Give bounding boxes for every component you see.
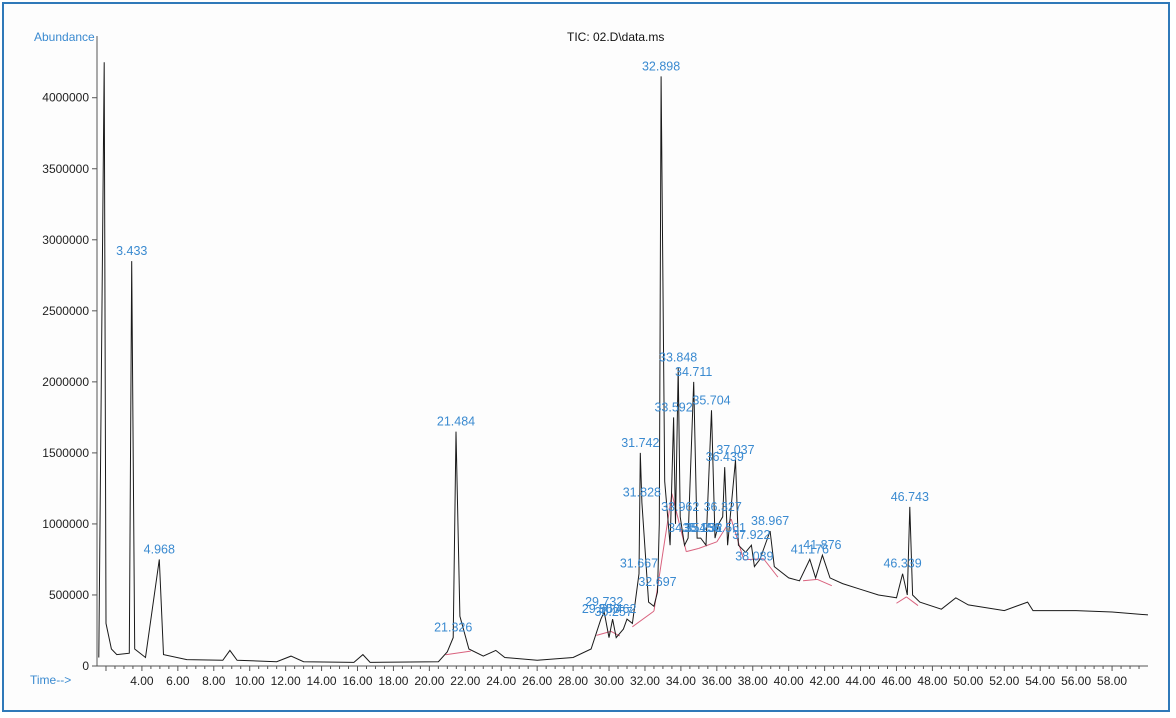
baseline-segment	[716, 518, 732, 543]
peak-label: 31.667	[620, 557, 658, 571]
peak-label: 30.462	[598, 602, 636, 616]
peak-label: 33.592	[654, 400, 692, 414]
x-tick-label: 22.00	[450, 674, 480, 688]
y-tick-label: 500000	[49, 588, 89, 602]
peak-label: 3.433	[116, 244, 147, 258]
peak-label: 21.326	[434, 621, 472, 635]
baseline-segment	[730, 518, 745, 560]
x-tick-label: 44.00	[846, 674, 876, 688]
x-tick-label: 16.00	[342, 674, 372, 688]
baseline-integration-lines	[445, 493, 919, 656]
y-axis-ticks: 0 500000 1000000 1500000 2000000 2500000 30000…	[42, 91, 97, 673]
baseline-segment	[445, 650, 471, 656]
peak-label: 32.697	[638, 575, 676, 589]
x-tick-label: 54.00	[1025, 674, 1055, 688]
peak-label: 41.876	[803, 538, 841, 552]
y-tick-label: 0	[82, 659, 89, 673]
peak-label: 21.484	[437, 415, 475, 429]
peak-label: 36.561	[708, 521, 746, 535]
peak-label: 31.742	[621, 436, 659, 450]
y-tick-label: 4000000	[42, 91, 89, 105]
peak-label: 35.156	[683, 521, 721, 535]
x-tick-label: 40.00	[774, 674, 804, 688]
baseline-segment	[653, 493, 673, 612]
x-tick-label: 10.00	[235, 674, 265, 688]
peak-label: 35.252	[684, 521, 722, 535]
peak-label: 46.743	[891, 490, 929, 504]
baseline-segment	[817, 578, 833, 587]
baseline-segment	[906, 596, 919, 606]
peak-label: 29.550	[582, 602, 620, 616]
y-axis-title: Abundance	[34, 30, 95, 44]
baseline-segment	[763, 558, 779, 578]
x-tick-label: 42.00	[810, 674, 840, 688]
x-tick-label: 30.00	[594, 674, 624, 688]
peak-label: 36.327	[704, 500, 742, 514]
x-tick-label: 26.00	[522, 674, 552, 688]
baseline-segment	[632, 610, 655, 628]
peak-label: 34.354	[668, 521, 706, 535]
baseline-segment	[803, 578, 818, 582]
x-tick-label: 8.00	[202, 674, 226, 688]
y-tick-label: 1000000	[42, 517, 89, 531]
x-tick-label: 28.00	[558, 674, 588, 688]
y-tick-label: 2000000	[42, 375, 89, 389]
y-tick-label: 3500000	[42, 162, 89, 176]
x-tick-label: 46.00	[881, 674, 911, 688]
chart-title: TIC: 02.D\data.ms	[567, 30, 664, 44]
peak-labels: 3.433 4.968 21.484 21.326 29.73229.55030.257…	[116, 59, 929, 634]
peak-label: 32.898	[642, 59, 680, 73]
x-tick-label: 4.00	[130, 674, 154, 688]
y-tick-label: 2500000	[42, 304, 89, 318]
peak-label: 4.968	[144, 542, 175, 556]
peak-label: 36.439	[706, 450, 744, 464]
peak-label: 46.339	[883, 557, 921, 571]
tic-trace-line	[98, 62, 1149, 663]
baseline-segment	[686, 547, 699, 553]
x-tick-label: 36.00	[702, 674, 732, 688]
y-tick-label: 3000000	[42, 233, 89, 247]
x-tick-label: 24.00	[486, 674, 516, 688]
x-tick-label: 14.00	[307, 674, 337, 688]
x-tick-label: 50.00	[953, 674, 983, 688]
x-tick-label: 6.00	[166, 674, 190, 688]
peak-label: 37.037	[716, 443, 754, 457]
x-tick-label: 58.00	[1097, 674, 1127, 688]
x-tick-label: 52.00	[989, 674, 1019, 688]
peak-label: 33.848	[659, 351, 697, 365]
x-tick-label: 18.00	[378, 674, 408, 688]
y-tick-label: 1500000	[42, 446, 89, 460]
x-tick-label: 34.00	[666, 674, 696, 688]
peak-label: 38.089	[735, 550, 773, 564]
peak-label: 33.962	[661, 500, 699, 514]
x-tick-label: 38.00	[738, 674, 768, 688]
baseline-segment	[698, 541, 717, 549]
x-axis-ticks: 4.00 6.00 8.00 10.00 12.00 14.00 16.00 18.00 20.…	[105, 666, 1140, 688]
peak-label: 37.922	[732, 528, 770, 542]
plot-area: 0 500000 1000000 1500000 2000000 2500000 30000…	[42, 36, 1149, 688]
x-tick-label: 32.00	[630, 674, 660, 688]
x-tick-label: 12.00	[271, 674, 301, 688]
baseline-segment	[896, 596, 907, 604]
peak-label: 31.828	[623, 486, 661, 500]
peak-label: 30.257	[595, 605, 633, 619]
x-tick-label: 56.00	[1061, 674, 1091, 688]
peak-label: 29.732	[585, 595, 623, 609]
x-axis-title: Time-->	[30, 673, 71, 687]
x-tick-label: 48.00	[917, 674, 947, 688]
peak-label: 34.711	[675, 365, 712, 379]
peak-label: 38.967	[751, 514, 789, 528]
peak-label: 41.176	[791, 542, 829, 556]
peak-label: 35.704	[692, 393, 730, 407]
x-tick-label: 20.00	[414, 674, 444, 688]
